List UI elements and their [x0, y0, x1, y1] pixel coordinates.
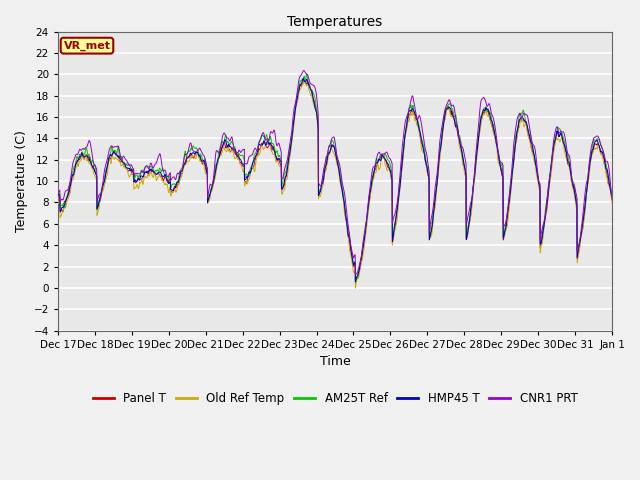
Old Ref Temp [608, 201, 616, 206]
AM25T Ref [303, 71, 310, 77]
HMP45 T [351, 279, 359, 285]
Old Ref Temp [364, 216, 371, 222]
CNR1 PRT [351, 252, 359, 258]
Text: VR_met: VR_met [63, 40, 111, 51]
Panel T [608, 197, 616, 203]
Panel T [351, 279, 359, 285]
CNR1 PRT [575, 243, 583, 249]
Old Ref Temp [351, 267, 359, 273]
AM25T Ref [351, 260, 359, 266]
Legend: Panel T, Old Ref Temp, AM25T Ref, HMP45 T, CNR1 PRT: Panel T, Old Ref Temp, AM25T Ref, HMP45 … [88, 387, 582, 410]
CNR1 PRT [54, 190, 62, 195]
HMP45 T [364, 209, 371, 215]
AM25T Ref [560, 135, 568, 141]
CNR1 PRT [209, 181, 216, 187]
HMP45 T [575, 243, 583, 249]
CNR1 PRT [608, 196, 616, 202]
HMP45 T [608, 192, 616, 197]
Old Ref Temp [209, 186, 216, 192]
Old Ref Temp [560, 142, 568, 148]
Line: CNR1 PRT: CNR1 PRT [58, 71, 612, 275]
Line: Panel T: Panel T [58, 81, 612, 282]
Panel T [575, 245, 583, 251]
Panel T [54, 191, 62, 197]
HMP45 T [209, 183, 216, 189]
Panel T [300, 78, 308, 84]
Panel T [560, 141, 568, 146]
Title: Temperatures: Temperatures [287, 15, 383, 29]
Panel T [364, 213, 371, 218]
AM25T Ref [608, 190, 616, 196]
Old Ref Temp [497, 162, 504, 168]
CNR1 PRT [300, 68, 308, 73]
CNR1 PRT [364, 207, 371, 213]
CNR1 PRT [497, 159, 504, 165]
Old Ref Temp [54, 195, 62, 201]
Panel T [497, 165, 504, 171]
X-axis label: Time: Time [319, 355, 350, 368]
AM25T Ref [575, 240, 583, 246]
CNR1 PRT [560, 129, 568, 135]
AM25T Ref [209, 182, 216, 188]
HMP45 T [351, 259, 359, 265]
Old Ref Temp [575, 249, 583, 255]
HMP45 T [54, 192, 62, 198]
Old Ref Temp [300, 78, 308, 84]
HMP45 T [300, 75, 307, 81]
Panel T [351, 260, 359, 266]
Panel T [209, 183, 216, 189]
Y-axis label: Temperature (C): Temperature (C) [15, 130, 28, 232]
AM25T Ref [54, 190, 62, 195]
HMP45 T [560, 140, 568, 146]
HMP45 T [497, 164, 504, 169]
AM25T Ref [497, 163, 504, 168]
Line: Old Ref Temp: Old Ref Temp [58, 81, 612, 288]
Line: HMP45 T: HMP45 T [58, 78, 612, 282]
AM25T Ref [364, 212, 371, 217]
AM25T Ref [351, 279, 359, 285]
Old Ref Temp [351, 285, 359, 291]
CNR1 PRT [351, 272, 359, 277]
Line: AM25T Ref: AM25T Ref [58, 74, 612, 282]
